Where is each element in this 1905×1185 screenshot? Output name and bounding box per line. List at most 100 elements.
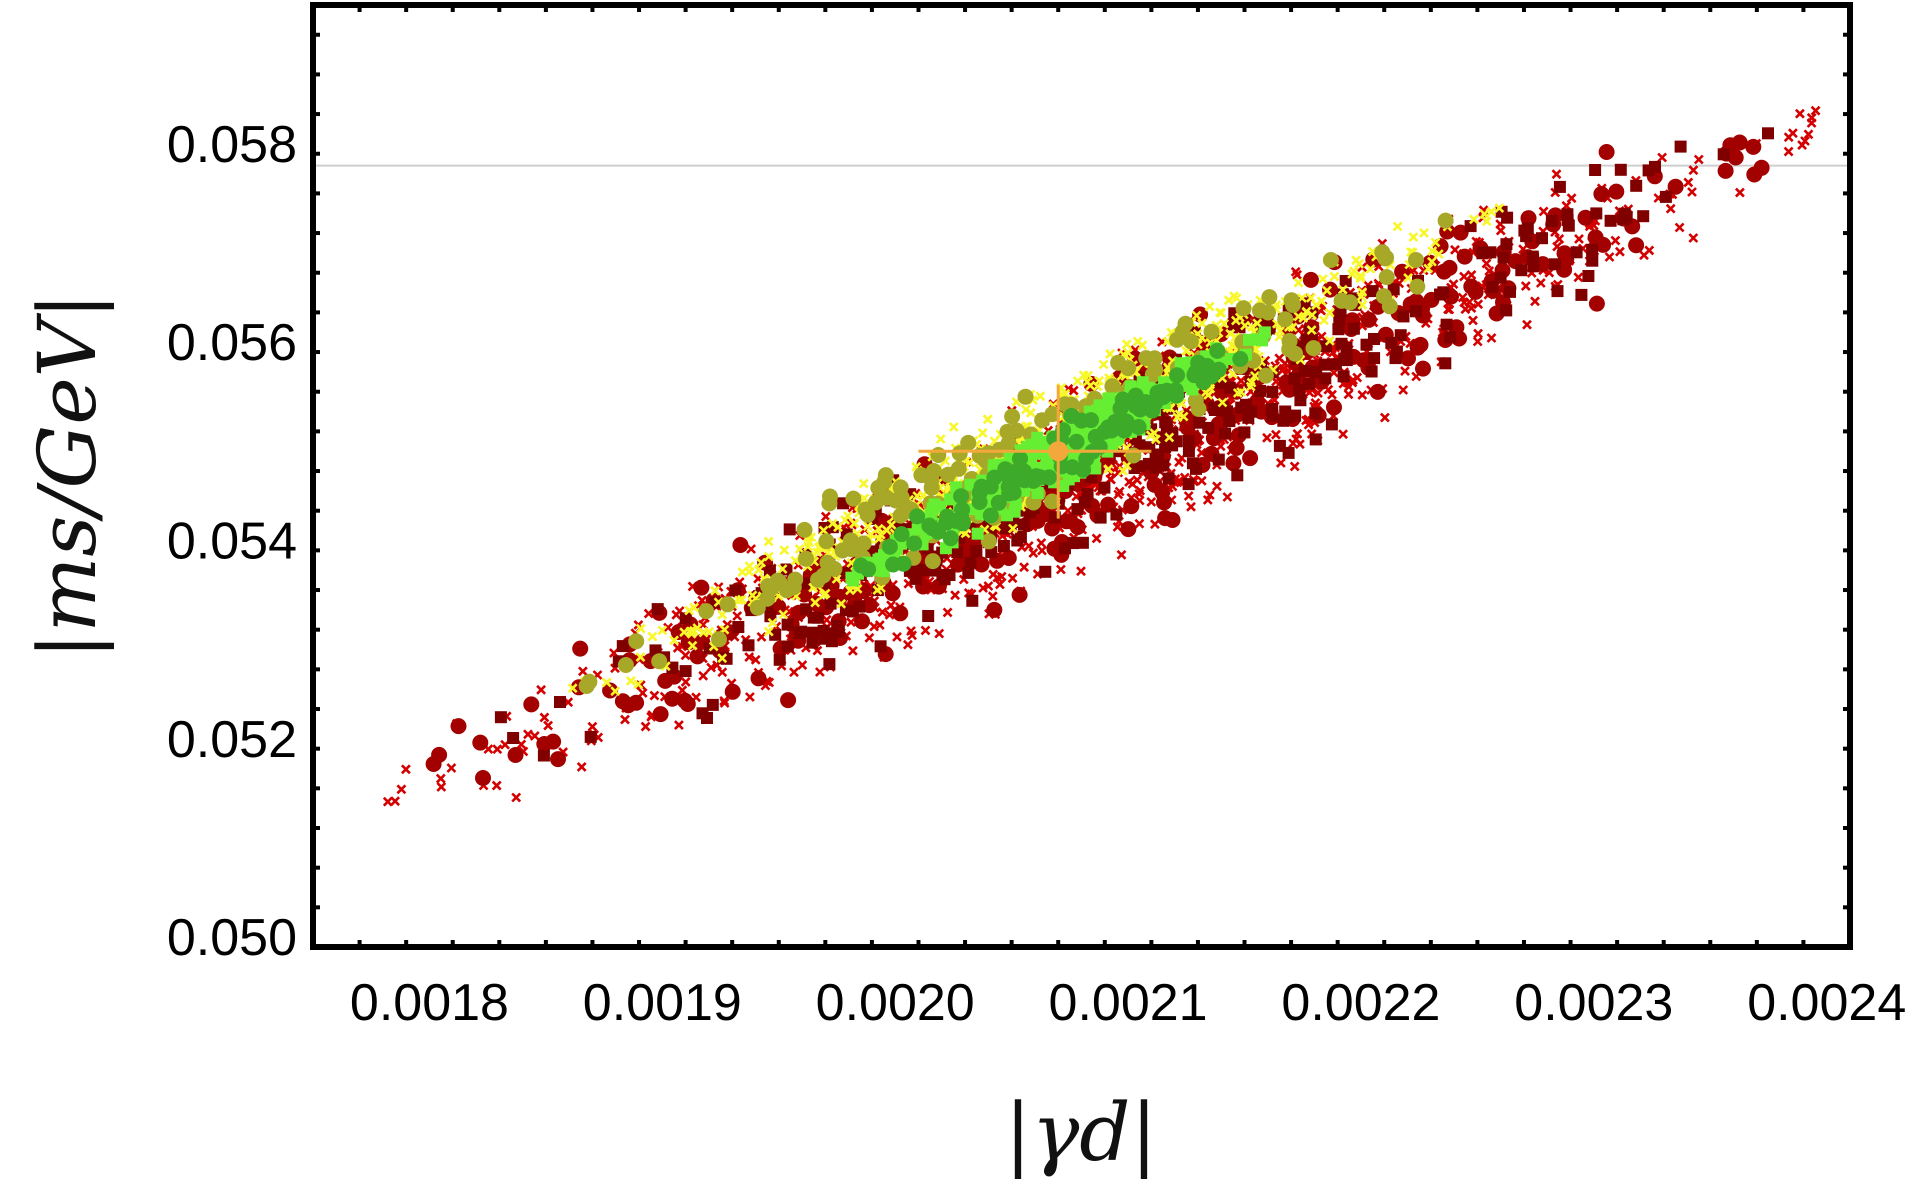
data-point — [780, 692, 797, 709]
data-point — [1392, 221, 1403, 232]
data-point — [1000, 435, 1017, 452]
data-point — [763, 536, 774, 547]
data-point — [763, 551, 774, 562]
data-point — [906, 535, 923, 552]
data-point — [706, 698, 719, 711]
data-point — [1212, 481, 1222, 492]
data-point — [652, 706, 669, 723]
data-point — [680, 650, 691, 661]
data-point — [971, 494, 988, 510]
data-point — [550, 751, 566, 768]
data-point — [1464, 297, 1475, 307]
data-point — [1586, 254, 1599, 267]
data-point — [1149, 450, 1162, 462]
data-point — [698, 603, 715, 620]
data-point — [1305, 292, 1316, 303]
data-point — [1270, 429, 1281, 440]
data-point — [1561, 208, 1574, 221]
data-point — [1145, 430, 1156, 441]
data-point — [750, 654, 761, 665]
data-point — [1309, 433, 1322, 446]
data-point — [964, 478, 977, 491]
data-point — [962, 566, 975, 579]
data-point — [1283, 292, 1300, 309]
data-point — [1604, 214, 1617, 227]
data-point — [820, 511, 831, 522]
data-point — [400, 764, 411, 775]
data-point — [1354, 258, 1365, 269]
data-point — [1608, 183, 1625, 200]
data-point — [1598, 144, 1615, 160]
data-point — [1378, 249, 1395, 266]
data-point — [1688, 165, 1699, 176]
data-point — [1333, 292, 1350, 309]
data-point — [1355, 352, 1372, 369]
x-tick-label: 0.0019 — [583, 974, 742, 1032]
data-point — [781, 618, 794, 631]
data-point — [1057, 396, 1073, 413]
data-point — [673, 720, 684, 731]
data-point — [1245, 405, 1258, 418]
data-point — [942, 530, 959, 547]
data-point — [1036, 538, 1047, 548]
data-point — [732, 621, 745, 633]
data-point — [1500, 304, 1513, 317]
data-point — [1154, 484, 1171, 501]
data-point — [1275, 457, 1286, 468]
data-point — [1055, 564, 1066, 575]
data-point — [567, 683, 578, 694]
data-point — [1466, 269, 1477, 280]
data-point — [777, 564, 788, 574]
data-point — [1238, 426, 1251, 439]
data-point — [744, 566, 755, 577]
data-point — [651, 653, 668, 670]
data-point — [1123, 498, 1140, 515]
data-point — [1444, 331, 1457, 344]
data-point — [1290, 266, 1301, 277]
data-point — [769, 628, 782, 641]
data-point — [1068, 433, 1085, 450]
data-point — [1674, 222, 1685, 233]
data-point — [684, 605, 695, 616]
data-point — [709, 596, 722, 609]
data-point — [1223, 415, 1236, 428]
data-point — [884, 585, 901, 602]
data-point — [1208, 404, 1221, 416]
data-point — [964, 457, 975, 468]
data-point — [1495, 225, 1506, 236]
data-point — [1059, 542, 1071, 555]
data-point — [1192, 306, 1209, 323]
data-point — [1137, 340, 1148, 351]
data-point — [893, 526, 910, 543]
data-point — [1103, 464, 1114, 475]
data-point — [1017, 518, 1030, 531]
data-point — [1110, 354, 1127, 371]
data-point — [382, 796, 393, 807]
data-point — [1357, 287, 1368, 298]
data-point — [584, 730, 597, 743]
data-point — [620, 714, 630, 725]
data-point — [1440, 318, 1453, 331]
data-point — [1548, 258, 1561, 271]
data-point — [1554, 233, 1565, 244]
data-point — [581, 673, 598, 690]
data-point — [1209, 342, 1226, 359]
y-axis-title: |ms/GeV| — [21, 293, 114, 660]
data-point — [1062, 473, 1075, 486]
data-point — [635, 652, 646, 663]
data-point — [1717, 162, 1734, 179]
data-point — [1574, 233, 1584, 244]
data-point — [1121, 339, 1132, 350]
data-point — [663, 622, 674, 633]
data-point — [1102, 392, 1115, 405]
data-point — [1322, 281, 1338, 298]
data-point — [1044, 520, 1061, 537]
data-point — [1252, 318, 1263, 329]
data-point — [836, 598, 847, 609]
x-tick-label: 0.0020 — [816, 974, 975, 1032]
data-point — [1301, 306, 1312, 317]
data-point — [810, 571, 826, 588]
data-point — [679, 612, 692, 625]
data-point — [1202, 421, 1215, 434]
data-point — [396, 784, 407, 795]
